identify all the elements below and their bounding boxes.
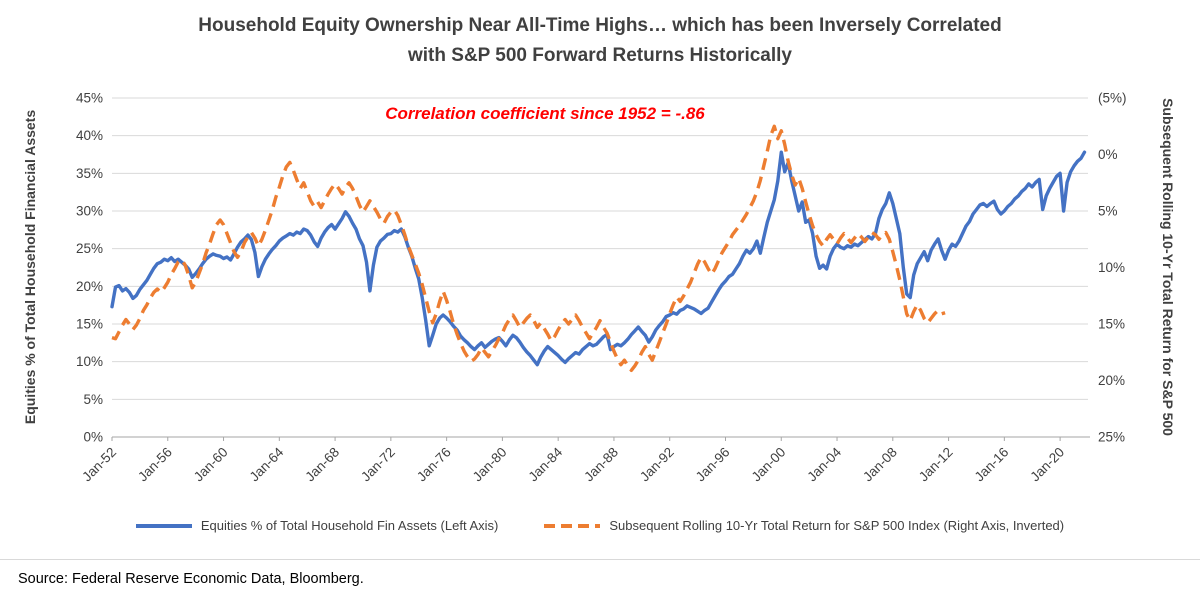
svg-text:Jan-84: Jan-84 xyxy=(525,444,565,484)
svg-text:(5%): (5%) xyxy=(1098,91,1127,106)
tick-labels: 0% 5% 10% 15% 20% 25% 30% 35% 40% 45% (5%) 0% 5% 10% 1… xyxy=(76,91,1127,485)
svg-text:Jan-96: Jan-96 xyxy=(693,445,733,485)
svg-text:25%: 25% xyxy=(76,241,103,256)
sp500-forward-return-line xyxy=(111,124,946,372)
svg-text:Jan-16: Jan-16 xyxy=(972,445,1012,485)
chart-title-line1: Household Equity Ownership Near All-Time… xyxy=(198,15,1002,36)
svg-text:Jan-92: Jan-92 xyxy=(637,445,677,485)
svg-text:Jan-88: Jan-88 xyxy=(581,445,621,485)
axes xyxy=(111,436,1090,441)
legend-item-equities: Equities % of Total Household Fin Assets… xyxy=(135,518,499,533)
source-footer: Source: Federal Reserve Economic Data, B… xyxy=(0,559,1200,601)
svg-text:5%: 5% xyxy=(83,392,103,407)
svg-text:Jan-72: Jan-72 xyxy=(358,445,398,485)
svg-text:Jan-80: Jan-80 xyxy=(470,445,510,485)
svg-text:10%: 10% xyxy=(76,354,103,369)
correlation-annotation: Correlation coefficient since 1952 = -.8… xyxy=(385,104,705,123)
svg-text:Jan-64: Jan-64 xyxy=(247,444,287,484)
chart-title-line2: with S&P 500 Forward Returns Historicall… xyxy=(408,45,792,66)
svg-text:45%: 45% xyxy=(76,91,103,106)
svg-text:15%: 15% xyxy=(1098,317,1125,332)
svg-text:Jan-68: Jan-68 xyxy=(302,445,342,485)
svg-text:20%: 20% xyxy=(1098,373,1125,388)
legend-label-equities: Equities % of Total Household Fin Assets… xyxy=(200,518,499,533)
svg-text:20%: 20% xyxy=(76,279,103,294)
series-lines xyxy=(110,124,1087,372)
legend-item-returns: Subsequent Rolling 10-Yr Total Return fo… xyxy=(544,518,1064,533)
svg-text:Jan-76: Jan-76 xyxy=(414,445,454,485)
chart-title: Household Equity Ownership Near All-Time… xyxy=(0,11,1200,71)
svg-text:Jan-20: Jan-20 xyxy=(1027,445,1067,485)
legend-label-returns: Subsequent Rolling 10-Yr Total Return fo… xyxy=(609,518,1065,533)
svg-text:0%: 0% xyxy=(1098,147,1118,162)
svg-text:10%: 10% xyxy=(1098,260,1125,275)
svg-text:0%: 0% xyxy=(83,430,103,445)
svg-text:Jan-60: Jan-60 xyxy=(191,445,231,485)
svg-text:25%: 25% xyxy=(1098,430,1125,445)
svg-text:Jan-00: Jan-00 xyxy=(749,445,789,485)
svg-text:35%: 35% xyxy=(76,166,103,181)
svg-text:Jan-56: Jan-56 xyxy=(135,445,175,485)
svg-text:Jan-52: Jan-52 xyxy=(79,445,119,485)
svg-text:Jan-04: Jan-04 xyxy=(804,444,844,484)
orange-dashed-line-swatch xyxy=(544,523,601,528)
svg-text:Jan-08: Jan-08 xyxy=(860,445,900,485)
svg-text:15%: 15% xyxy=(76,317,103,332)
blue-solid-line-swatch xyxy=(135,523,192,528)
svg-text:Jan-12: Jan-12 xyxy=(916,445,956,485)
svg-text:30%: 30% xyxy=(76,204,103,219)
equities-share-line xyxy=(110,150,1087,367)
svg-text:5%: 5% xyxy=(1098,204,1118,219)
source-text: Source: Federal Reserve Economic Data, B… xyxy=(18,571,364,587)
svg-text:40%: 40% xyxy=(76,128,103,143)
chart-legend: Equities % of Total Household Fin Assets… xyxy=(0,518,1200,533)
